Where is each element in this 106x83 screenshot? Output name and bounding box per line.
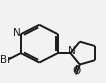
Text: Br: Br xyxy=(0,55,12,65)
Text: O: O xyxy=(72,66,81,76)
Text: N: N xyxy=(13,28,21,38)
Text: N: N xyxy=(68,46,75,56)
